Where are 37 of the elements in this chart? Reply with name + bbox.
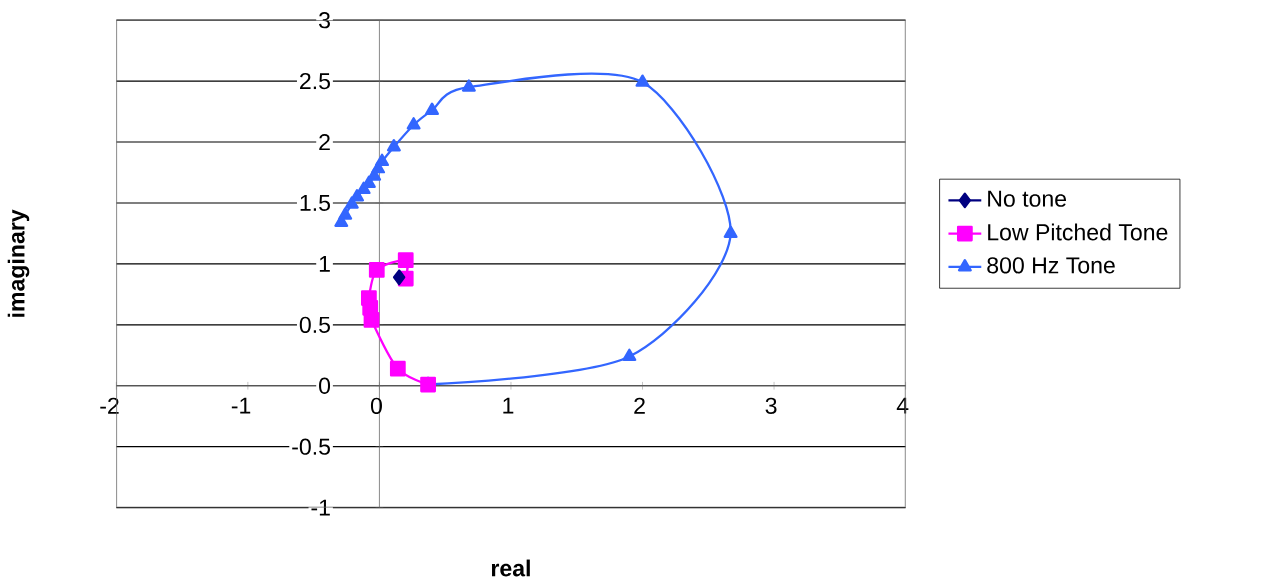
point xyxy=(392,269,406,286)
x-tick-label: 3 xyxy=(765,397,777,414)
point xyxy=(344,196,359,209)
legend-label: Low Pitched Tone xyxy=(988,223,1168,241)
point xyxy=(420,376,436,393)
x-axis-title: real xyxy=(491,559,530,577)
x-tick-label: -1 xyxy=(231,397,251,414)
x-tick-label: 1 xyxy=(503,397,514,414)
y-tick-label: 2 xyxy=(319,133,330,151)
point xyxy=(356,181,371,195)
x-tick-label: 4 xyxy=(896,397,909,414)
point xyxy=(723,225,738,238)
x-tick-label: 0 xyxy=(370,397,382,414)
y-tick-label: 3 xyxy=(319,11,330,29)
point xyxy=(334,214,349,227)
point xyxy=(389,360,406,377)
point xyxy=(397,252,414,269)
point xyxy=(425,102,440,115)
point xyxy=(406,117,421,130)
legend-label: No tone xyxy=(988,190,1067,207)
y-axis-title: imaginary xyxy=(7,209,30,317)
legend-label: 800 Hz Tone xyxy=(987,257,1115,274)
y-tick-label: 0 xyxy=(319,377,331,394)
point xyxy=(363,311,380,328)
point xyxy=(635,74,650,87)
y-tick-label: 2.5 xyxy=(300,72,330,90)
y-tick-label: -0.5 xyxy=(292,438,330,455)
point xyxy=(461,79,476,92)
y-tick-label: -1 xyxy=(311,499,330,516)
point xyxy=(622,348,637,361)
point xyxy=(386,138,401,152)
point xyxy=(368,262,385,278)
x-tick-label: 2 xyxy=(634,397,645,414)
y-tick-label: 1 xyxy=(319,255,330,272)
y-tick-label: 1.5 xyxy=(300,194,330,211)
x-tick-label: -2 xyxy=(100,397,119,414)
y-tick-label: 0.5 xyxy=(299,316,330,333)
